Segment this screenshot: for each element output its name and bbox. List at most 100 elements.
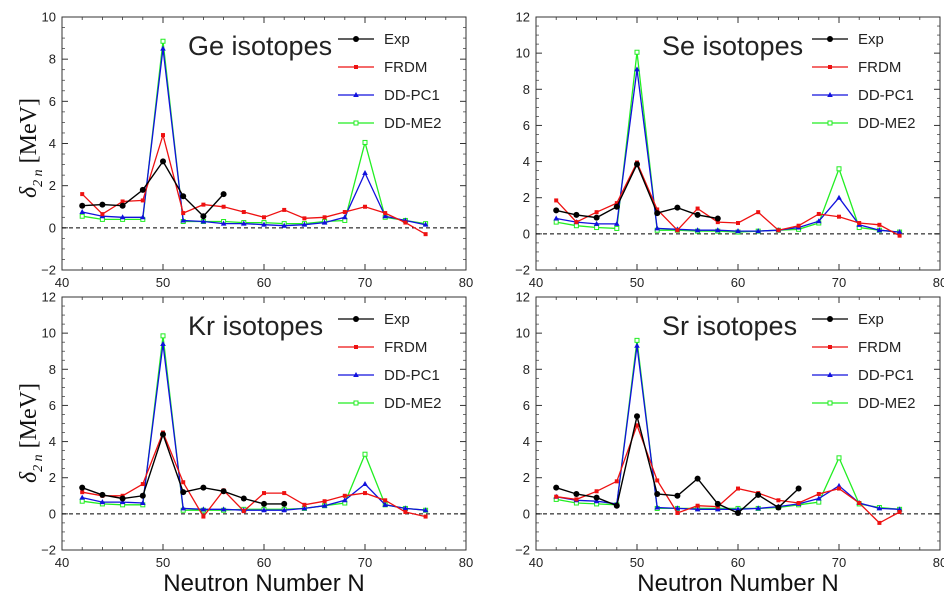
y-axis-unit: [MeV] [16, 98, 42, 164]
data-point [816, 499, 822, 505]
x-tick-label: 80 [933, 275, 944, 290]
legend-entry-frdm: FRDM [338, 339, 427, 356]
series-line [556, 340, 900, 510]
series-line [82, 160, 225, 218]
series-dd-pc1 [79, 340, 429, 513]
legend-marker [353, 36, 359, 42]
data-point [240, 495, 247, 502]
data-point [795, 485, 802, 492]
panel-ge: 40 50 60 70 80 −2 0 2 4 6 8 10 Ge isotopes Exp FRDM DD-… [41, 10, 473, 291]
data-point [553, 215, 559, 221]
data-point [594, 225, 600, 231]
data-point [422, 507, 429, 513]
data-point [593, 214, 600, 221]
x-tick-label: 60 [731, 555, 745, 570]
data-point [161, 133, 165, 138]
legend-label: DD-PC1 [384, 367, 440, 384]
data-point [362, 451, 368, 457]
data-point [614, 225, 620, 231]
legend-entry-exp: Exp [338, 311, 410, 328]
data-point [261, 500, 267, 507]
data-point [261, 507, 267, 513]
data-point [342, 497, 348, 503]
series-line [82, 343, 426, 511]
data-point [654, 210, 661, 217]
x-axis-label-right: Neutron Number N [637, 570, 839, 597]
data-point [876, 505, 883, 511]
data-point [594, 489, 599, 494]
panel-title: Kr isotopes [188, 311, 323, 341]
legend-label: Exp [858, 31, 884, 48]
data-point [553, 219, 559, 225]
data-point [301, 221, 308, 227]
series-line [82, 335, 426, 511]
series-dd-me2 [79, 333, 429, 513]
y-tick-label: −2 [41, 543, 56, 558]
data-point [160, 333, 166, 339]
series-dd-me2 [553, 337, 903, 512]
data-point [655, 207, 660, 212]
data-point [553, 484, 560, 491]
data-point [554, 198, 559, 203]
panel-title: Ge isotopes [188, 31, 332, 61]
data-point [382, 213, 388, 219]
data-point [140, 500, 146, 506]
legend-marker [354, 345, 358, 349]
x-tick-label: 50 [156, 275, 170, 290]
data-point [836, 194, 842, 200]
legend-label: Exp [384, 311, 410, 328]
y-tick-label: 0 [49, 220, 56, 235]
data-point [180, 505, 186, 511]
data-point [80, 490, 85, 495]
data-point [139, 186, 146, 193]
legend-entry-dd-me2: DD-ME2 [812, 115, 916, 132]
data-point [614, 201, 619, 206]
data-point [140, 198, 145, 203]
y-tick-label: 4 [49, 434, 56, 449]
data-point [613, 203, 620, 210]
series-line [82, 41, 426, 225]
series-line [81, 132, 426, 235]
data-point [220, 220, 227, 226]
y-tick-label: 6 [523, 118, 530, 133]
y-tick-label: 4 [49, 136, 56, 151]
data-point [614, 479, 619, 484]
data-point [897, 233, 902, 238]
data-point [322, 499, 327, 504]
series-exp [79, 158, 227, 220]
data-point [281, 500, 288, 507]
panel-sr: 40 50 60 70 80 −2 0 2 4 6 8 10 12 Sr isotopes Exp FRDM D… [515, 290, 944, 571]
data-point [119, 202, 126, 209]
data-point [423, 232, 428, 237]
data-point [553, 207, 560, 214]
data-point [321, 502, 328, 508]
x-tick-label: 80 [933, 555, 944, 570]
data-point [139, 492, 146, 499]
data-point [119, 214, 126, 220]
series-exp [553, 413, 802, 516]
data-point [200, 484, 207, 491]
series-line [555, 160, 900, 237]
data-point [735, 228, 741, 234]
legend-entry-exp: Exp [338, 31, 410, 48]
y-tick-label: 10 [516, 326, 530, 341]
legend-entry-dd-me2: DD-ME2 [338, 115, 442, 132]
data-point [322, 215, 327, 220]
data-point [403, 510, 408, 515]
data-point [119, 499, 126, 505]
data-point [735, 506, 741, 512]
x-tick-label: 40 [55, 555, 69, 570]
y-tick-label: 4 [523, 434, 530, 449]
series-line [556, 69, 900, 233]
x-tick-label: 60 [257, 555, 271, 570]
data-point [897, 510, 902, 515]
data-point [736, 221, 740, 226]
series-line [82, 430, 426, 518]
x-tick-label: 50 [630, 275, 644, 290]
data-point [160, 431, 166, 438]
data-point [714, 500, 721, 507]
data-point [383, 498, 388, 503]
data-point [160, 340, 166, 346]
data-point [634, 49, 640, 55]
data-point [200, 506, 207, 512]
